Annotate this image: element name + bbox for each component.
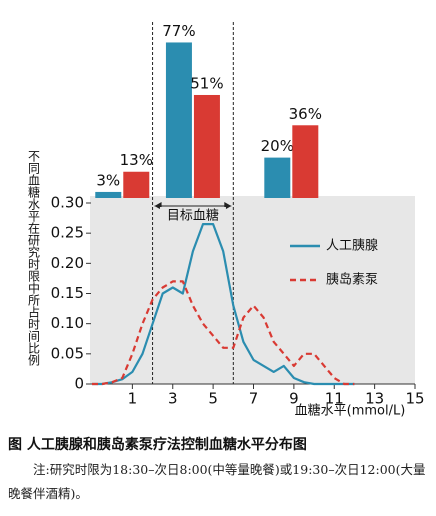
chart: 血糖水平(mmol/L) 不同血糖水平在研究时限中所占时间比例 3%13% 77%…	[27, 22, 425, 419]
bar-value-label: 13%	[120, 151, 153, 169]
series-line	[92, 223, 355, 386]
bar-value-label: 77%	[162, 22, 195, 40]
x-tick-label: 3	[168, 390, 178, 408]
bar	[123, 171, 150, 198]
x-tick-label: 15	[405, 390, 424, 408]
y-tick-label: 0.15	[51, 284, 84, 302]
x-axis-label: 血糖水平(mmol/L)	[295, 403, 406, 419]
y-tick-label: 0.25	[51, 224, 84, 242]
y-tick-label: 0.10	[51, 314, 84, 332]
x-tick-label: 5	[208, 390, 218, 408]
figure-caption: 图 人工胰腺和胰岛素泵疗法控制血糖水平分布图	[8, 437, 307, 453]
x-tick-label: 1	[128, 390, 138, 408]
target-label-bg	[159, 207, 226, 223]
bar	[95, 191, 122, 198]
series-line	[92, 280, 355, 386]
y-tick-label: 0.20	[51, 254, 84, 272]
bar	[165, 42, 192, 199]
x-tick-label: 11	[325, 390, 344, 408]
legend-label: 人工胰腺	[326, 239, 378, 254]
x-tick-label: 7	[249, 390, 259, 408]
y-tick-label: 0.30	[51, 194, 84, 212]
bar-value-label: 51%	[190, 74, 223, 92]
figure-note: 注:研究时限为18:30–次日8:00(中等量晚餐)或19:30–次日12:00…	[8, 462, 426, 501]
x-tick-label: 13	[365, 390, 384, 408]
bar-value-label: 20%	[261, 137, 294, 155]
bar-value-label: 36%	[289, 105, 322, 123]
x-tick-label: 9	[289, 390, 299, 408]
legend-label: 胰岛素泵	[326, 272, 378, 288]
bar	[292, 125, 319, 198]
y-tick-label: 0	[74, 375, 84, 393]
target-label: 目标血糖	[167, 208, 219, 224]
y-tick-label: 0.05	[51, 344, 84, 362]
y-axis-label: 不同血糖水平在研究时限中所占时间比例	[27, 150, 41, 366]
bar	[193, 94, 220, 198]
bar-value-label: 3%	[96, 171, 120, 189]
bar	[264, 157, 291, 198]
plot-panel	[90, 196, 415, 384]
